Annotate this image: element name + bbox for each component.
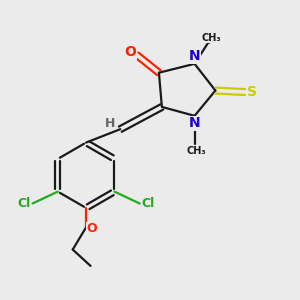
- Text: O: O: [125, 45, 136, 59]
- Text: CH₃: CH₃: [186, 146, 206, 156]
- Text: H: H: [105, 117, 115, 130]
- Text: N: N: [189, 50, 200, 63]
- Text: Cl: Cl: [18, 197, 31, 210]
- Text: S: S: [247, 85, 256, 99]
- Text: CH₃: CH₃: [201, 33, 221, 43]
- Text: Cl: Cl: [141, 197, 154, 210]
- Text: N: N: [189, 116, 200, 130]
- Text: O: O: [87, 222, 98, 235]
